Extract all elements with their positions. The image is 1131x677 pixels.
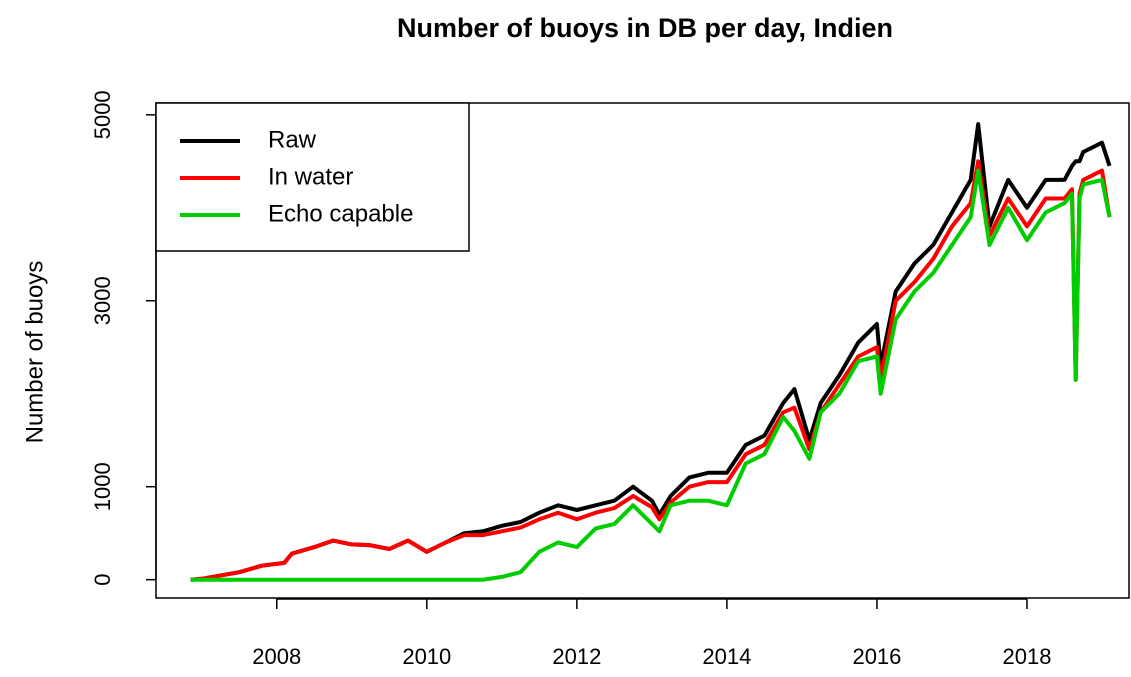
data-line: [190, 159, 1112, 582]
legend: Raw In water Echo capable: [155, 102, 470, 252]
chart-title: Number of buoys in DB per day, Indien: [397, 13, 893, 43]
y-axis-label: Number of buoys: [21, 261, 48, 444]
x-tick-label: 2012: [552, 644, 601, 669]
x-tick-label: 2018: [1002, 644, 1051, 669]
x-tick-label: 2010: [402, 644, 451, 669]
legend-label: Raw: [268, 126, 317, 153]
x-tick-label: 2008: [252, 644, 301, 669]
legend-label: In water: [268, 163, 353, 190]
data-line: [190, 168, 1112, 582]
x-tick-label: 2014: [702, 644, 751, 669]
y-tick-label: 5000: [90, 90, 115, 139]
y-tick-label: 3000: [90, 276, 115, 325]
y-tick-label: 1000: [90, 462, 115, 511]
legend-label: Echo capable: [268, 200, 413, 227]
x-tick-label: 2016: [852, 644, 901, 669]
y-tick-label: 0: [90, 574, 115, 586]
